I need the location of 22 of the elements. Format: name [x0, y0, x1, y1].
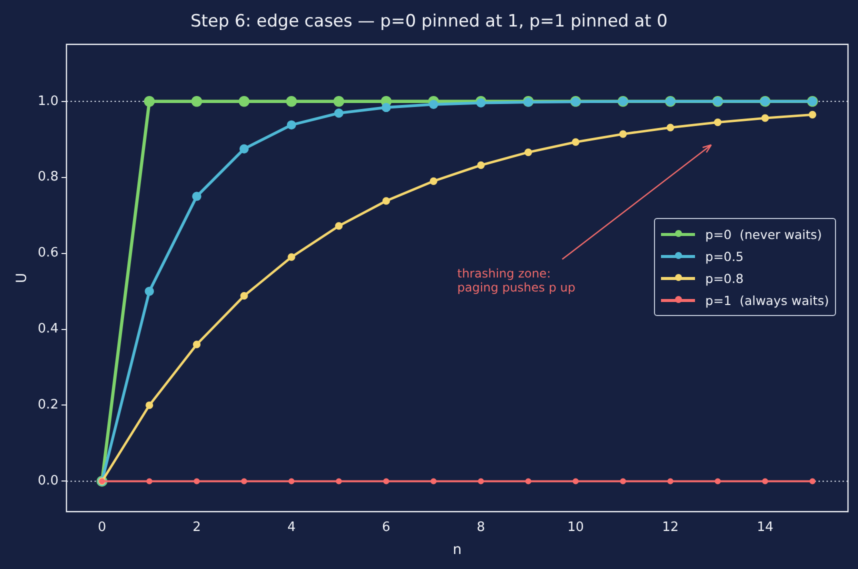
x-axis-title: n [452, 542, 462, 558]
legend-label: p=0 (never waits) [705, 226, 822, 242]
y-tick-label: 0.8 [38, 170, 58, 185]
chart-title: Step 6: edge cases — p=0 pinned at 1, p=1 pinned at 0 [190, 12, 668, 32]
y-tick-label: 0.4 [38, 322, 58, 337]
legend-label: p=1 (always waits) [705, 292, 829, 308]
y-tick-label: 1.0 [38, 94, 58, 109]
y-tick-label: 0.2 [38, 398, 58, 413]
annotation: thrashing zone: paging pushes p up [457, 266, 576, 294]
y-axis-title: U [14, 272, 30, 284]
x-tick-label: 10 [567, 520, 584, 535]
y-tick-label: 0.0 [38, 474, 58, 489]
y-tick-label: 0.6 [38, 246, 58, 261]
x-tick-label: 14 [756, 520, 774, 535]
x-tick-label: 12 [662, 520, 679, 535]
x-tick-label: 2 [192, 520, 201, 535]
x-tick-label: 6 [382, 520, 390, 535]
x-tick-label: 4 [287, 520, 296, 535]
legend-label: p=0.8 [705, 270, 744, 286]
legend-label: p=0.5 [705, 248, 744, 264]
x-tick-label: 8 [476, 520, 486, 535]
x-tick-label: 0 [98, 520, 106, 535]
